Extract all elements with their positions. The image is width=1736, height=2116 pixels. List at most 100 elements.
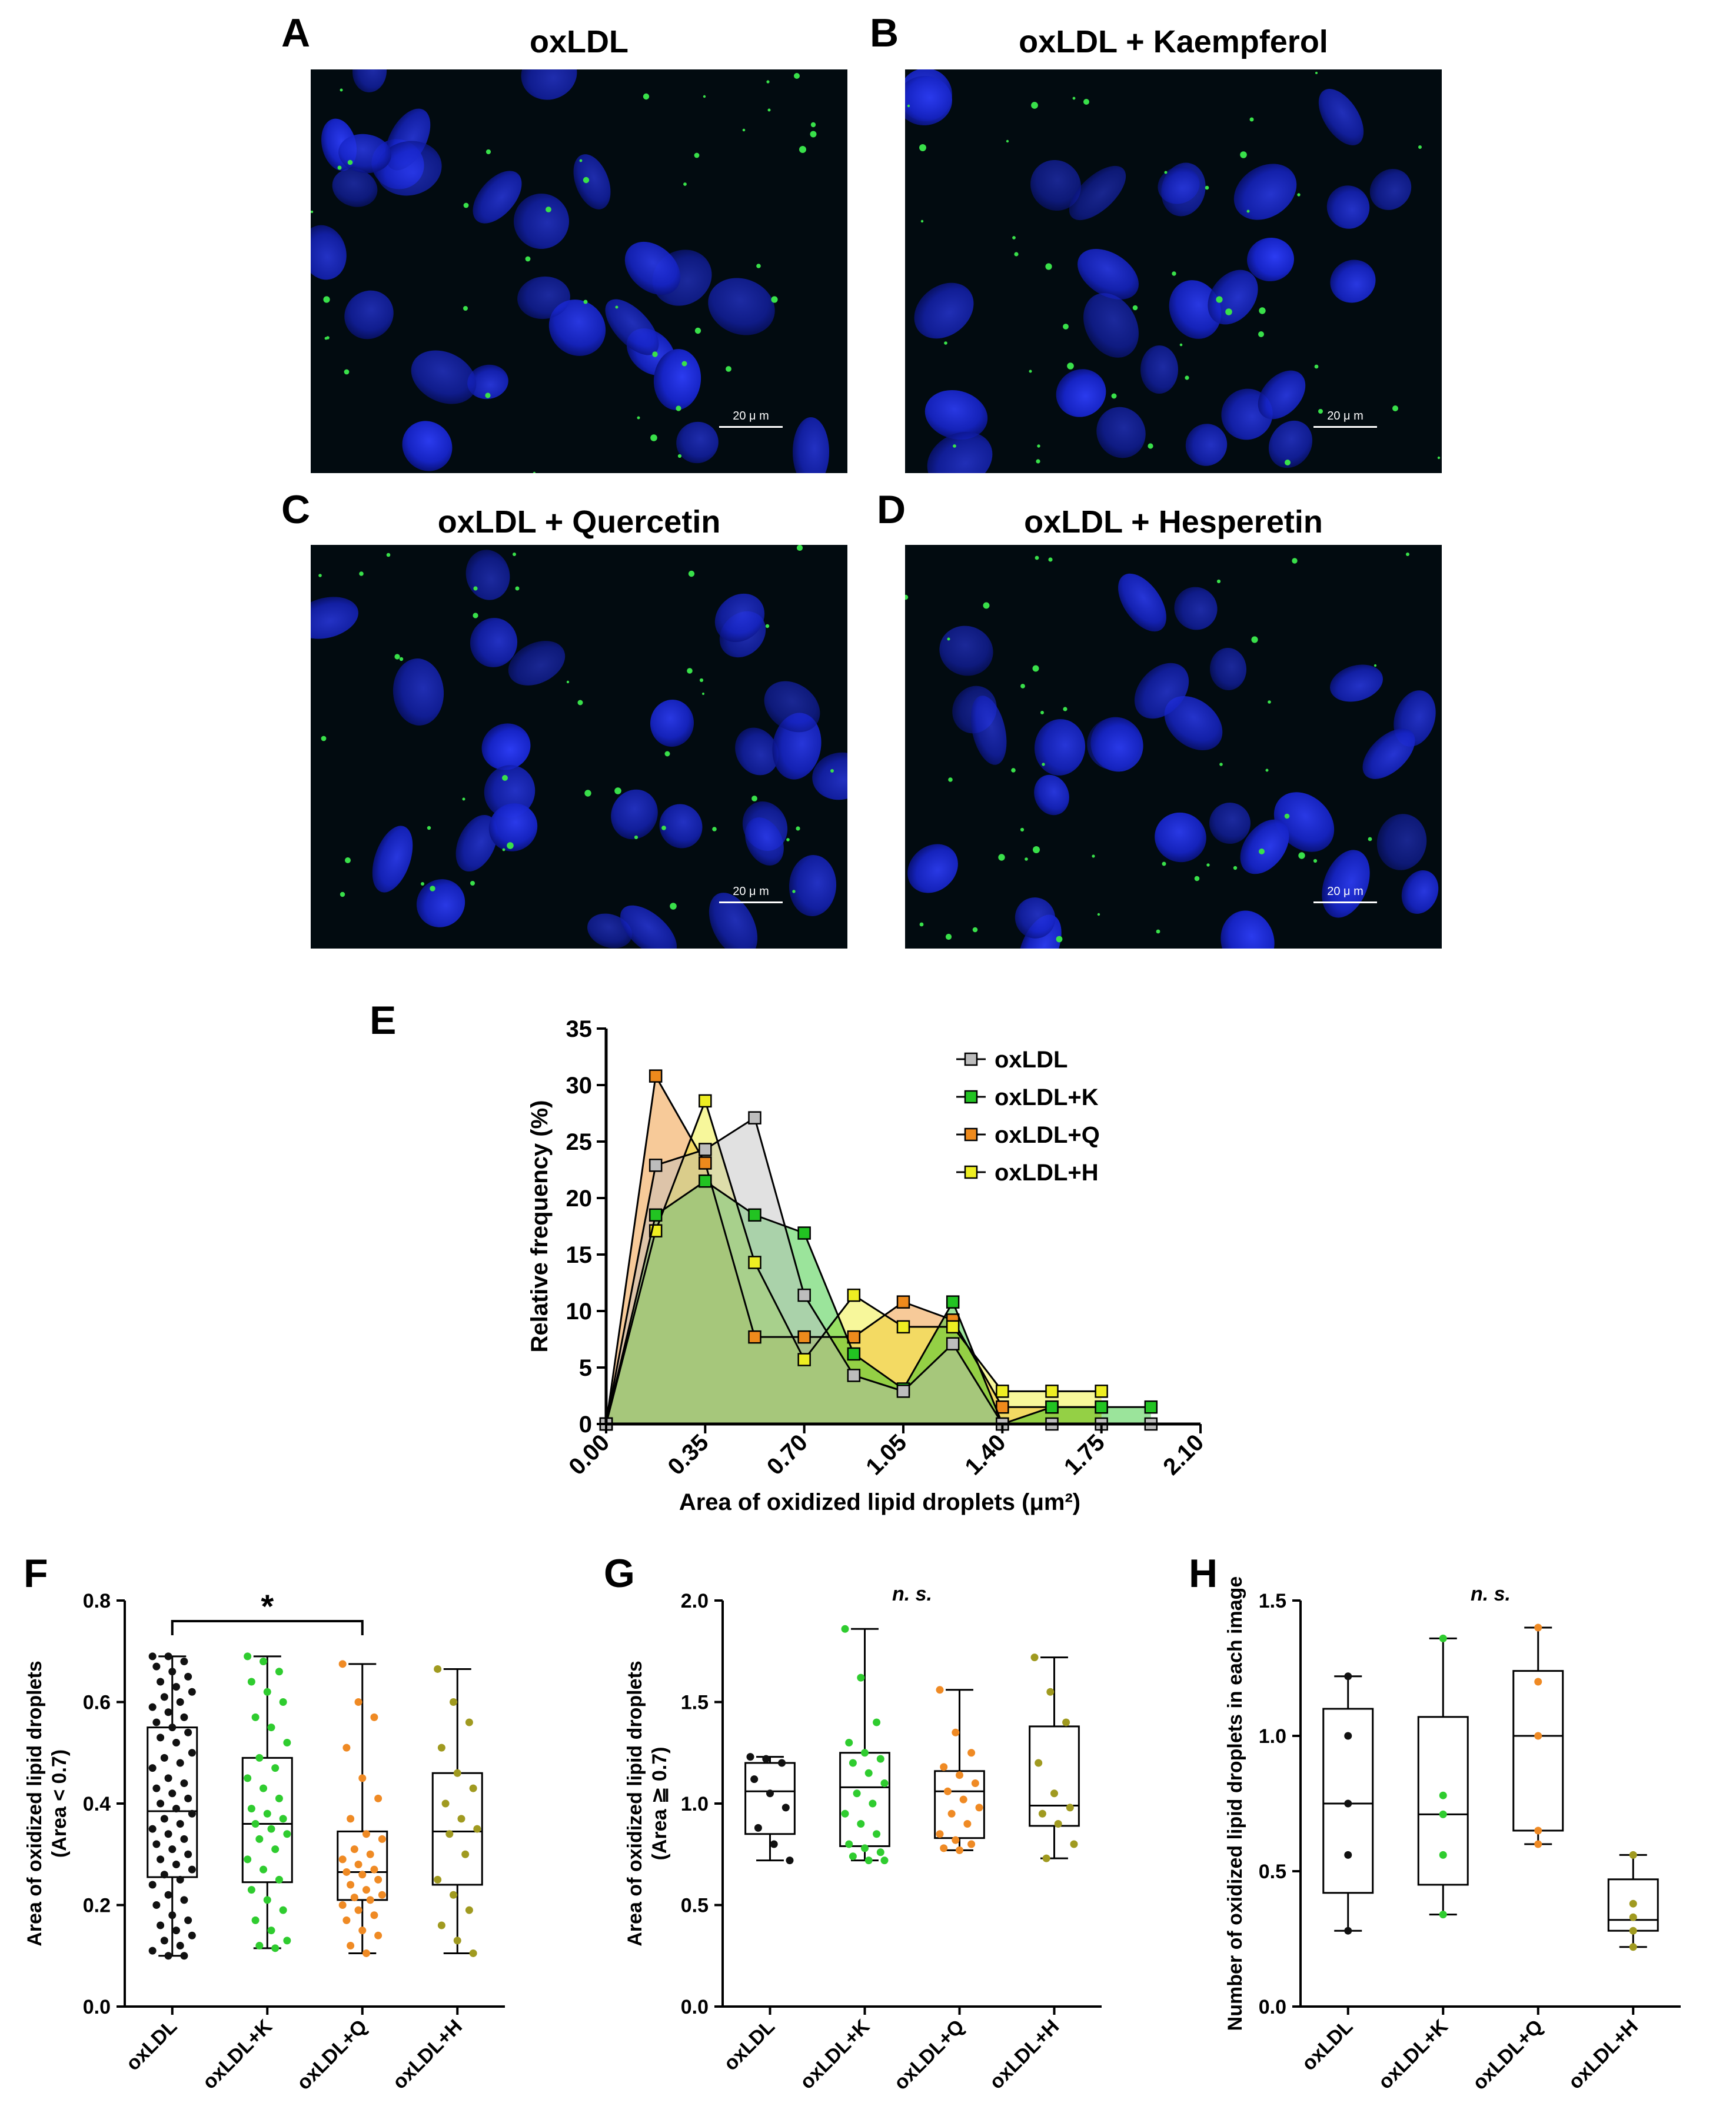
data-point (148, 1881, 157, 1889)
lipid-droplet (473, 586, 478, 591)
nucleus (1369, 169, 1412, 210)
data-point (967, 1840, 976, 1848)
data-point (148, 1703, 157, 1711)
point-oxLDL+Q (748, 1330, 761, 1344)
nucleus (1140, 345, 1178, 394)
point-oxLDL+H (996, 1385, 1009, 1398)
data-point (172, 1739, 180, 1746)
lipid-droplet (1315, 72, 1318, 74)
data-point (244, 1855, 252, 1864)
data-point (342, 1868, 351, 1876)
chart-g: 0.0 0.5 1.0 1.5 2.0 oxLDL oxLDL+K oxLDL+Q oxLDL+… (624, 1583, 1102, 2094)
lipid-droplet (1437, 456, 1441, 460)
y-axis-label: Relative frequency (%) (527, 1100, 553, 1352)
data-point (374, 1794, 383, 1802)
nucleus (521, 69, 577, 100)
panel-letter-a: A (281, 11, 311, 55)
data-point (750, 1775, 759, 1784)
lipid-droplet (712, 827, 717, 831)
data-point (845, 1840, 853, 1848)
data-point (148, 1947, 157, 1955)
point-oxLDL (797, 1288, 811, 1302)
box (744, 1762, 796, 1835)
x-tick-label: oxLDL+K (198, 2015, 277, 2093)
lipid-droplet (1268, 700, 1271, 704)
data-point (1439, 1791, 1447, 1799)
lipid-droplet (830, 769, 834, 773)
nucleus (1083, 293, 1139, 358)
nucleus (1164, 696, 1223, 751)
data-point (849, 1852, 857, 1861)
lipid-droplet (323, 296, 330, 303)
data-point (1534, 1623, 1542, 1632)
x-tick-label: oxLDL+Q (292, 2015, 371, 2094)
data-point (251, 1916, 260, 1924)
lipid-droplet (792, 890, 796, 893)
panel-letter-b: B (870, 11, 899, 55)
lipid-droplet (694, 327, 701, 334)
nucleus (793, 417, 829, 473)
data-point (1629, 1899, 1637, 1908)
lipid-droplet (1011, 768, 1016, 773)
point-oxLDL (648, 1159, 663, 1172)
data-point (247, 1886, 255, 1894)
data-point (160, 1693, 168, 1701)
y-tick-label: 15 (566, 1242, 593, 1268)
nucleus (1273, 792, 1335, 852)
data-point (267, 1927, 275, 1935)
lipid-droplet (1216, 579, 1221, 584)
data-point (157, 1799, 165, 1808)
y-tick-label: 0.0 (681, 1996, 709, 2018)
data-point (370, 1713, 378, 1721)
data-point (1344, 1851, 1352, 1859)
lipid-droplet (1259, 849, 1265, 854)
nucleus (1268, 420, 1313, 468)
data-point (180, 1779, 188, 1787)
scale-bar-label-d: 20 μ m (1327, 885, 1363, 898)
data-point (1344, 1732, 1352, 1740)
lipid-droplet (677, 454, 682, 458)
data-point (188, 1809, 196, 1818)
point-oxLDL+Q (797, 1330, 811, 1344)
data-point (956, 1846, 963, 1854)
data-point (172, 1861, 180, 1868)
data-point (1038, 1809, 1046, 1818)
data-point (1030, 1653, 1039, 1662)
data-point (1062, 1718, 1070, 1726)
data-point (279, 1698, 287, 1706)
data-point (160, 1754, 168, 1762)
nucleus (508, 641, 566, 686)
data-point (275, 1668, 283, 1676)
nucleus (676, 421, 719, 464)
data-point (160, 1871, 168, 1879)
point-oxLDL (748, 1111, 761, 1124)
data-point (260, 1658, 268, 1665)
data-point (347, 1881, 355, 1889)
data-point (260, 1784, 268, 1792)
legend-label-oxLDL: oxLDL (995, 1047, 1067, 1073)
data-point (754, 1824, 762, 1832)
y-tick-label: 30 (566, 1073, 593, 1099)
data-point (1344, 1799, 1352, 1808)
data-point (936, 1830, 944, 1838)
data-point (347, 1815, 355, 1823)
micrograph-d (905, 545, 1442, 949)
lipid-droplet (1249, 117, 1254, 122)
significance-label: * (261, 1588, 274, 1625)
point-oxLDL+H (797, 1353, 811, 1366)
nucleus (470, 618, 518, 667)
data-point (936, 1686, 944, 1694)
nucleus (714, 593, 765, 643)
lipid-droplet (1219, 763, 1223, 766)
data-point (457, 1815, 465, 1823)
lipid-droplet (652, 351, 658, 357)
micrograph-a (311, 69, 847, 473)
lipid-droplet (1083, 99, 1089, 105)
nucleus (1240, 819, 1289, 874)
data-point (873, 1718, 881, 1726)
data-point (244, 1652, 252, 1661)
nucleus (1034, 719, 1086, 776)
data-point (434, 1875, 442, 1884)
scale-bar-c (719, 901, 783, 903)
lipid-droplet (919, 144, 926, 151)
